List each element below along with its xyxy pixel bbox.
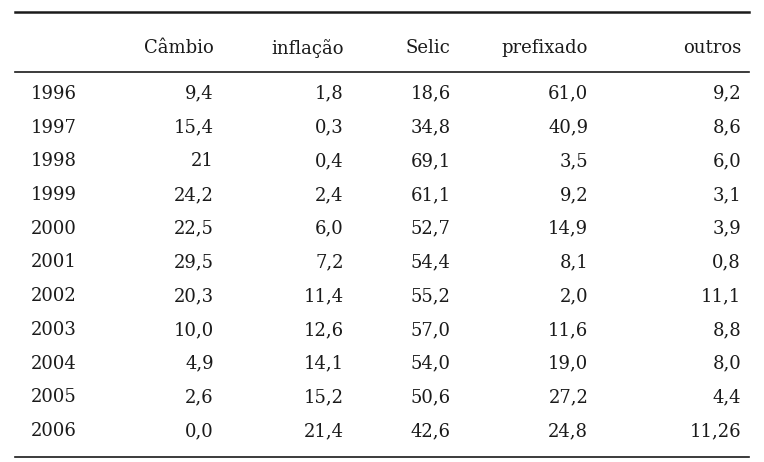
Text: 9,2: 9,2 — [560, 186, 588, 204]
Text: 1999: 1999 — [31, 186, 76, 204]
Text: 40,9: 40,9 — [548, 119, 588, 137]
Text: 24,8: 24,8 — [549, 422, 588, 440]
Text: 7,2: 7,2 — [316, 254, 344, 272]
Text: 55,2: 55,2 — [411, 287, 451, 305]
Text: 1997: 1997 — [31, 119, 76, 137]
Text: 3,1: 3,1 — [712, 186, 741, 204]
Text: outros: outros — [683, 39, 741, 57]
Text: 0,4: 0,4 — [316, 152, 344, 170]
Text: 24,2: 24,2 — [174, 186, 214, 204]
Text: 1996: 1996 — [31, 85, 76, 103]
Text: 2002: 2002 — [31, 287, 76, 305]
Text: 11,6: 11,6 — [548, 321, 588, 339]
Text: 8,1: 8,1 — [559, 254, 588, 272]
Text: 2,0: 2,0 — [560, 287, 588, 305]
Text: 15,2: 15,2 — [304, 389, 344, 407]
Text: 2005: 2005 — [31, 389, 76, 407]
Text: 4,9: 4,9 — [186, 355, 214, 373]
Text: 0,8: 0,8 — [712, 254, 741, 272]
Text: 11,4: 11,4 — [303, 287, 344, 305]
Text: 69,1: 69,1 — [410, 152, 451, 170]
Text: 2004: 2004 — [31, 355, 76, 373]
Text: 61,1: 61,1 — [410, 186, 451, 204]
Text: Câmbio: Câmbio — [144, 39, 214, 57]
Text: inflação: inflação — [271, 39, 344, 58]
Text: 27,2: 27,2 — [549, 389, 588, 407]
Text: 2006: 2006 — [31, 422, 76, 440]
Text: 10,0: 10,0 — [173, 321, 214, 339]
Text: 18,6: 18,6 — [410, 85, 451, 103]
Text: 0,0: 0,0 — [185, 422, 214, 440]
Text: 12,6: 12,6 — [303, 321, 344, 339]
Text: 21: 21 — [191, 152, 214, 170]
Text: 11,1: 11,1 — [701, 287, 741, 305]
Text: Selic: Selic — [406, 39, 451, 57]
Text: 14,9: 14,9 — [548, 220, 588, 238]
Text: 20,3: 20,3 — [173, 287, 214, 305]
Text: 52,7: 52,7 — [411, 220, 451, 238]
Text: 9,4: 9,4 — [186, 85, 214, 103]
Text: 4,4: 4,4 — [713, 389, 741, 407]
Text: 21,4: 21,4 — [304, 422, 344, 440]
Text: 42,6: 42,6 — [411, 422, 451, 440]
Text: 19,0: 19,0 — [548, 355, 588, 373]
Text: 34,8: 34,8 — [410, 119, 451, 137]
Text: 2003: 2003 — [31, 321, 76, 339]
Text: 3,9: 3,9 — [712, 220, 741, 238]
Text: 61,0: 61,0 — [548, 85, 588, 103]
Text: 6,0: 6,0 — [315, 220, 344, 238]
Text: 11,26: 11,26 — [689, 422, 741, 440]
Text: 1998: 1998 — [31, 152, 76, 170]
Text: 9,2: 9,2 — [713, 85, 741, 103]
Text: prefixado: prefixado — [502, 39, 588, 57]
Text: 22,5: 22,5 — [174, 220, 214, 238]
Text: 2,6: 2,6 — [186, 389, 214, 407]
Text: 8,0: 8,0 — [712, 355, 741, 373]
Text: 1,8: 1,8 — [315, 85, 344, 103]
Text: 14,1: 14,1 — [303, 355, 344, 373]
Text: 8,6: 8,6 — [712, 119, 741, 137]
Text: 0,3: 0,3 — [315, 119, 344, 137]
Text: 54,4: 54,4 — [411, 254, 451, 272]
Text: 2,4: 2,4 — [316, 186, 344, 204]
Text: 8,8: 8,8 — [712, 321, 741, 339]
Text: 6,0: 6,0 — [712, 152, 741, 170]
Text: 2001: 2001 — [31, 254, 76, 272]
Text: 54,0: 54,0 — [411, 355, 451, 373]
Text: 2000: 2000 — [31, 220, 76, 238]
Text: 29,5: 29,5 — [174, 254, 214, 272]
Text: 50,6: 50,6 — [410, 389, 451, 407]
Text: 15,4: 15,4 — [174, 119, 214, 137]
Text: 57,0: 57,0 — [411, 321, 451, 339]
Text: 3,5: 3,5 — [560, 152, 588, 170]
